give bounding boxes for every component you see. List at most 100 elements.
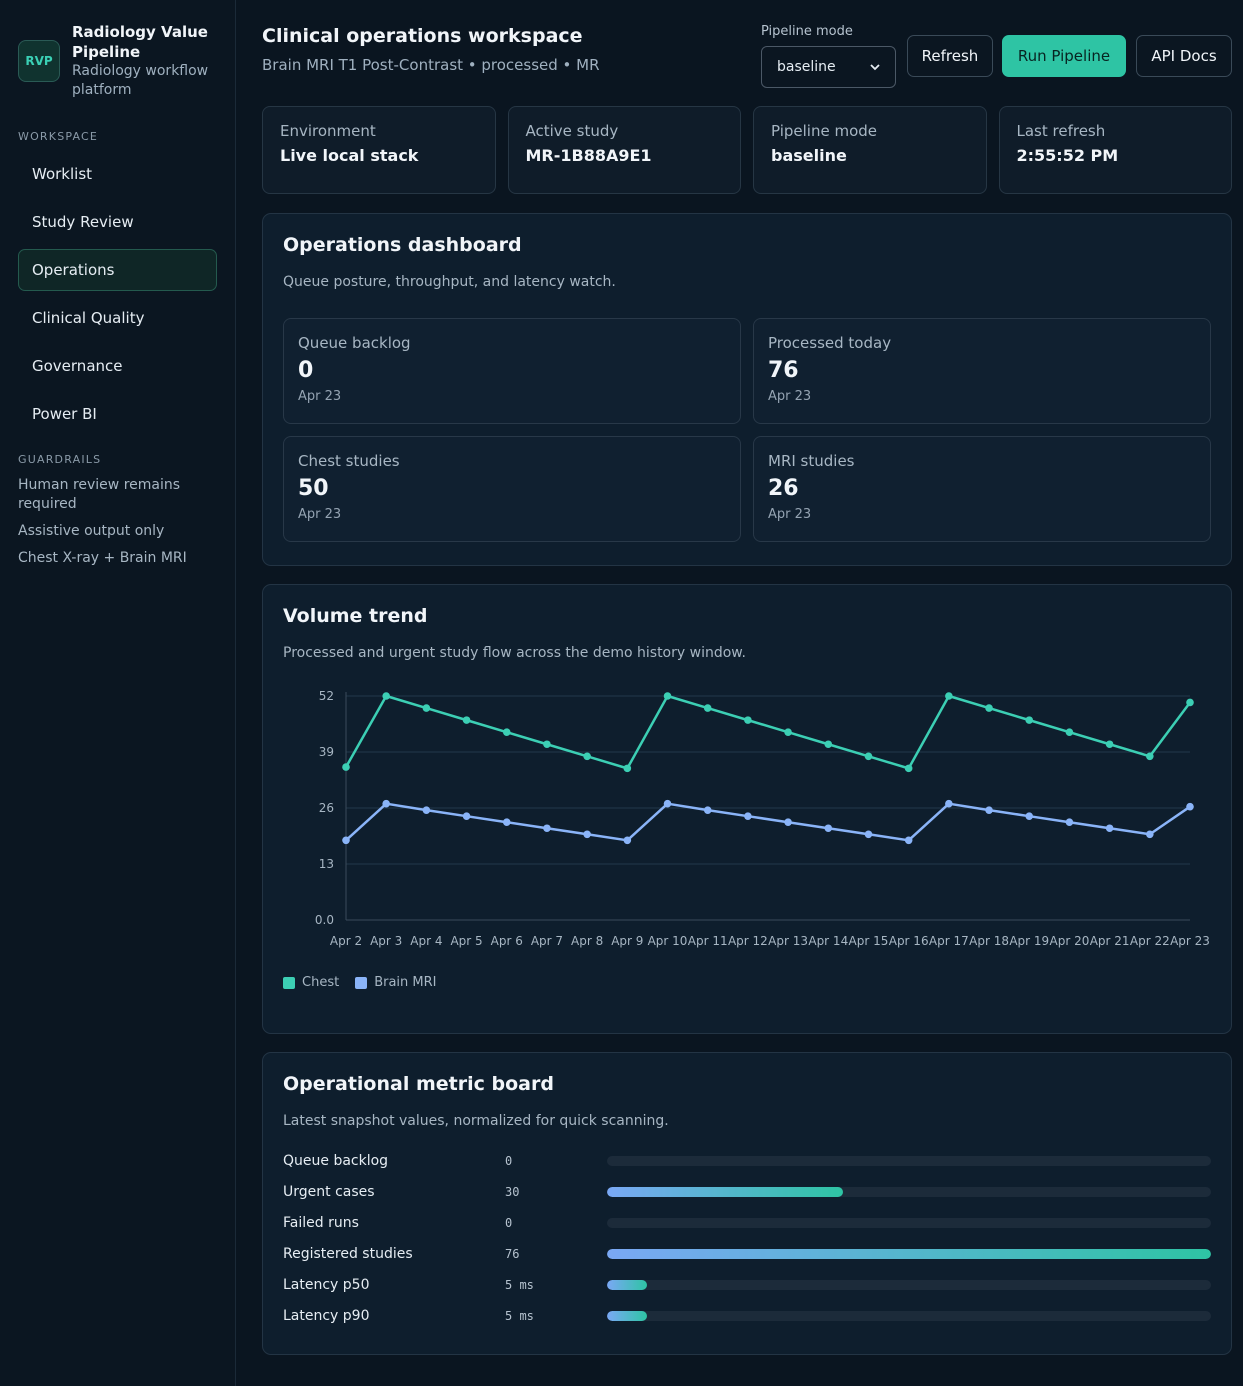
- stat-value: MR-1B88A9E1: [525, 146, 652, 165]
- x-tick-label: Apr 19: [1009, 934, 1049, 948]
- run-pipeline-button[interactable]: Run Pipeline: [1002, 35, 1126, 77]
- x-tick-label: Apr 8: [571, 934, 603, 948]
- data-point: [382, 799, 390, 808]
- data-point: [543, 824, 551, 833]
- kpi-date: Apr 23: [298, 389, 342, 404]
- data-point: [342, 836, 350, 845]
- data-point: [824, 824, 833, 833]
- data-point: [543, 740, 551, 749]
- metric-label: Queue backlog: [283, 1152, 389, 1169]
- data-point: [462, 716, 471, 724]
- metric-row: Queue backlog 0: [283, 1145, 1211, 1176]
- sidebar-item-clinical-quality[interactable]: Clinical Quality: [32, 309, 145, 327]
- guardrail-item: Assistive output only: [18, 523, 165, 539]
- legend-item-brain-mri: Brain MRI: [355, 975, 436, 990]
- y-tick-label: 26: [319, 801, 334, 815]
- panel-description: Queue posture, throughput, and latency w…: [283, 274, 616, 290]
- data-point: [1105, 740, 1114, 749]
- data-point: [744, 812, 752, 820]
- y-tick-label: 0.0: [315, 913, 334, 927]
- data-point: [1025, 716, 1034, 724]
- data-point: [703, 704, 712, 712]
- data-point: [1186, 698, 1194, 707]
- api-docs-button[interactable]: API Docs: [1136, 35, 1232, 77]
- stat-label: Last refresh: [1016, 122, 1106, 140]
- metric-bar-fill: [607, 1279, 647, 1290]
- pipeline-mode-select[interactable]: baseline: [761, 46, 896, 88]
- metric-row: Latency p50 5 ms: [283, 1269, 1211, 1300]
- metric-label: Latency p50: [283, 1276, 370, 1293]
- metric-bar-fill: [607, 1310, 647, 1321]
- kpi-card-mri-studies: MRI studies 26 Apr 23: [753, 436, 1211, 542]
- legend-swatch: [355, 976, 368, 989]
- metric-row: Latency p90 5 ms: [283, 1300, 1211, 1331]
- kpi-value: 50: [298, 476, 329, 501]
- panel-description: Processed and urgent study flow across t…: [283, 645, 746, 661]
- metric-bar-track: [607, 1248, 1211, 1259]
- stat-card-pipeline-mode: Pipeline mode baseline: [753, 106, 987, 194]
- kpi-value: 76: [768, 358, 799, 383]
- data-point: [422, 806, 431, 814]
- x-tick-label: Apr 14: [808, 934, 848, 948]
- stat-value: 2:55:52 PM: [1016, 146, 1119, 165]
- data-point: [1146, 830, 1154, 839]
- sidebar-item-governance[interactable]: Governance: [32, 357, 123, 375]
- x-tick-label: Apr 5: [450, 934, 482, 948]
- data-point: [623, 764, 632, 773]
- metric-label: Latency p90: [283, 1307, 370, 1324]
- stat-label: Environment: [280, 122, 376, 140]
- sidebar: RVP Radiology Value Pipeline Radiology w…: [0, 0, 236, 1386]
- x-tick-label: Apr 10: [648, 934, 688, 948]
- x-tick-label: Apr 3: [370, 934, 402, 948]
- metric-row: Registered studies 76: [283, 1238, 1211, 1269]
- page-subtitle: Brain MRI T1 Post-Contrast • processed •…: [262, 56, 600, 74]
- pipeline-mode-value: baseline: [777, 59, 836, 75]
- sidebar-item-worklist[interactable]: Worklist: [32, 165, 93, 183]
- refresh-button[interactable]: Refresh: [907, 35, 993, 77]
- page-header: Clinical operations workspace Brain MRI …: [262, 0, 1232, 106]
- brand-logo: RVP: [18, 40, 60, 82]
- kpi-card-processed-today: Processed today 76 Apr 23: [753, 318, 1211, 424]
- page-title: Clinical operations workspace: [262, 25, 583, 47]
- kpi-date: Apr 23: [768, 507, 812, 522]
- metric-bar-fill: [607, 1248, 1211, 1259]
- x-tick-label: Apr 4: [410, 934, 442, 948]
- data-point: [703, 806, 712, 814]
- sidebar-item-study-review[interactable]: Study Review: [32, 213, 134, 231]
- data-point: [462, 812, 471, 820]
- chevron-down-icon: [870, 64, 880, 71]
- operations-dashboard-panel: Operations dashboard Queue posture, thro…: [262, 213, 1232, 566]
- data-point: [904, 764, 913, 773]
- x-tick-label: Apr 21: [1090, 934, 1130, 948]
- stat-value: baseline: [771, 146, 847, 165]
- stat-value: Live local stack: [280, 146, 419, 165]
- metric-bar-track: [607, 1155, 1211, 1166]
- data-point: [784, 818, 792, 827]
- data-point: [502, 818, 511, 827]
- sidebar-item-operations[interactable]: Operations: [18, 249, 217, 291]
- brand-title: Radiology Value Pipeline: [72, 23, 208, 61]
- kpi-value: 26: [768, 476, 799, 501]
- data-point: [1065, 728, 1074, 736]
- x-tick-label: Apr 9: [611, 934, 643, 948]
- panel-title: Operational metric board: [283, 1073, 554, 1095]
- volume-trend-chart: 0.0 13 26 39 52 Apr 2 Apr 3 Apr 4 Apr 5 Apr 6 Apr …: [315, 689, 1210, 948]
- x-tick-label: Apr 16: [889, 934, 929, 948]
- data-point: [864, 830, 873, 839]
- metric-row: Failed runs 0: [283, 1207, 1211, 1238]
- metric-bar-track: [607, 1217, 1211, 1228]
- y-tick-label: 13: [319, 857, 334, 871]
- pipeline-mode-label: Pipeline mode: [761, 24, 853, 39]
- data-point: [864, 752, 873, 761]
- series-line: [345, 802, 1191, 842]
- data-point: [663, 692, 672, 700]
- chart-legend: Chest Brain MRI: [283, 975, 1211, 990]
- kpi-label: Processed today: [768, 334, 892, 352]
- stat-card-environment: Environment Live local stack: [262, 106, 496, 194]
- sidebar-item-power-bi[interactable]: Power BI: [32, 405, 97, 423]
- series-line: [344, 694, 1192, 770]
- kpi-card-queue-backlog: Queue backlog 0 Apr 23: [283, 318, 741, 424]
- data-point: [1065, 818, 1074, 827]
- data-point: [824, 740, 833, 749]
- stat-card-active-study: Active study MR-1B88A9E1: [507, 106, 741, 194]
